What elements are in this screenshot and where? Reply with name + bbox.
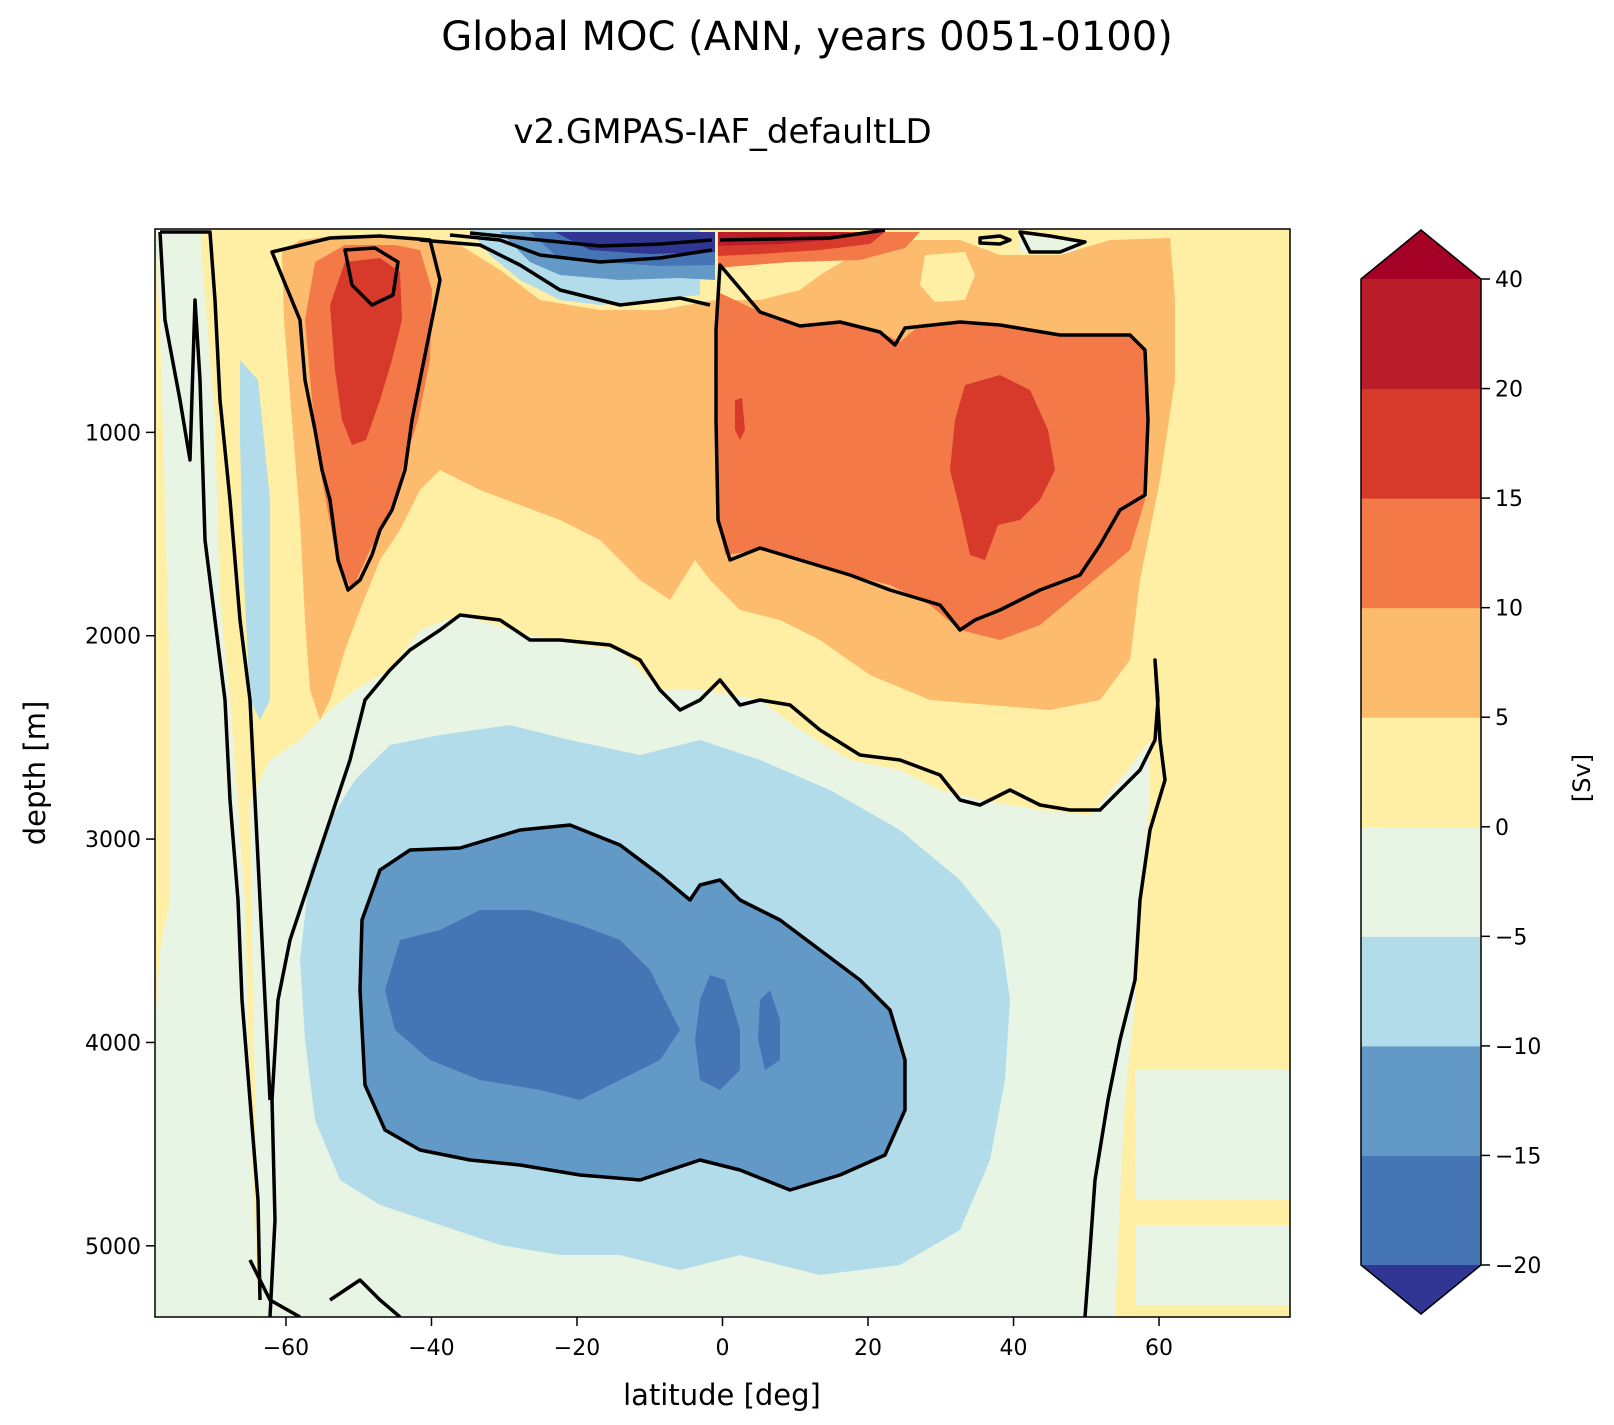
contour-lines (158, 229, 1167, 1317)
colorbar-over-extension (1361, 230, 1481, 279)
colorbar-segment (1361, 388, 1481, 499)
contour-surface-small-b (1018, 230, 1087, 254)
colorbar-tick-label: −15 (1495, 1144, 1541, 1169)
colorbar-tick-label: 0 (1495, 816, 1509, 841)
colorbar-segment (1361, 936, 1481, 1047)
colorbar-segment (1361, 1045, 1481, 1156)
x-tick-label: −20 (554, 1336, 600, 1361)
colorbar: −20 −15 −10 −5 0 5 10 15 20 40 (1360, 229, 1541, 1315)
southern-boundary-weak-negative (155, 229, 258, 1317)
abyssal-core-c (758, 990, 780, 1070)
y-tick-label: 3000 (85, 828, 141, 853)
contour-southern-negative-surface (419, 231, 713, 307)
northern-surface-island (920, 252, 975, 302)
y-tick-label: 2000 (85, 625, 141, 650)
chart-title: Global MOC (ANN, years 0051-0100) (441, 14, 1173, 60)
northern-cell-core (950, 375, 1055, 560)
contour-zero-deep (268, 613, 1167, 1317)
colorbar-segment (1361, 279, 1481, 390)
colorbar-segment (1361, 717, 1481, 828)
plot-area: −60 −40 −20 0 20 40 60 1000 2000 3000 4000 5000 (85, 228, 1291, 1361)
contour-southern-ocean-outer (270, 234, 442, 592)
colorbar-tick-label: 10 (1495, 597, 1523, 622)
x-tick-label: −60 (263, 1336, 309, 1361)
colorbar-tick-label: −5 (1495, 925, 1527, 950)
contour-southern-ocean-inner (343, 246, 400, 307)
northern-core-b (735, 398, 745, 440)
x-tick-label: 60 (1145, 1336, 1173, 1361)
colorbar-tick-label: 5 (1495, 706, 1509, 731)
colorbar-tick-label: −20 (1495, 1254, 1541, 1279)
x-tick-label: 20 (854, 1336, 882, 1361)
colorbar-label: [Sv] (1568, 754, 1596, 802)
contour-zero-southern-boundary (158, 230, 272, 1301)
colorbar-segment (1361, 498, 1481, 609)
colorbar-tick-label: 20 (1495, 378, 1523, 403)
x-tick-label: 0 (716, 1336, 730, 1361)
contour-abyssal-cell (358, 823, 907, 1192)
contour-bottom-left (248, 1259, 402, 1317)
colorbar-under-extension (1361, 1265, 1481, 1314)
northern-cell-fill (716, 292, 1148, 640)
colorbar-tick-label: 40 (1495, 268, 1523, 293)
contour-northern-surface (719, 229, 886, 242)
abyssal-cell-core (385, 910, 680, 1100)
x-axis-label: latitude [deg] (623, 1378, 821, 1412)
colorbar-segment (1361, 1155, 1481, 1266)
colorbar-segment (1361, 826, 1481, 937)
y-axis-label: depth [m] (18, 701, 52, 846)
x-tick-label: −40 (408, 1336, 454, 1361)
southern-ocean-core (330, 258, 402, 445)
colorbar-tick-label: 15 (1495, 487, 1523, 512)
southern-boundary-moderate-negative (240, 360, 270, 720)
x-tick-label: 40 (1000, 1336, 1028, 1361)
y-tick-label: 1000 (85, 421, 141, 446)
y-axis: 1000 2000 3000 4000 5000 (85, 421, 155, 1260)
colorbar-tick-label: −10 (1495, 1035, 1541, 1060)
y-tick-label: 5000 (85, 1235, 141, 1260)
x-axis: −60 −40 −20 0 20 40 60 (263, 1317, 1173, 1361)
surface-extreme-negative (555, 232, 715, 254)
colorbar-segment (1361, 607, 1481, 718)
contour-northern-cell (714, 263, 1150, 632)
northern-weak-negative-b (1135, 1225, 1290, 1305)
abyssal-core-b (695, 975, 740, 1090)
northern-weak-negative (1135, 1070, 1290, 1200)
chart-subtitle: v2.GMPAS-IAF_defaultLD (513, 112, 932, 152)
y-tick-label: 4000 (85, 1031, 141, 1056)
contour-surface-small-a (978, 234, 1012, 246)
